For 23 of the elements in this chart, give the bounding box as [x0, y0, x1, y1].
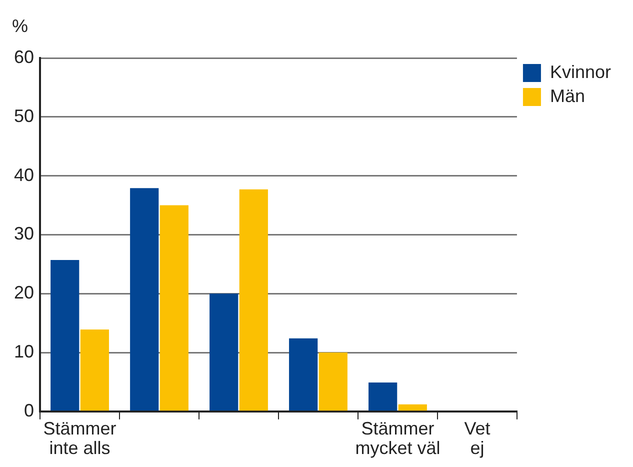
x-tick-label: Stämmer inte alls — [43, 418, 116, 458]
bar — [289, 338, 318, 411]
x-tick-label: Stämmer mycket väl — [355, 418, 440, 458]
bar — [50, 260, 80, 411]
bar — [398, 404, 427, 411]
y-tick-label: 60 — [14, 46, 34, 67]
legend-label: Män — [550, 86, 585, 106]
y-tick-label: 30 — [14, 224, 34, 244]
bar — [80, 330, 109, 411]
bar — [318, 352, 348, 411]
bar — [368, 382, 398, 411]
bar — [130, 188, 159, 411]
x-tick-label: Vet ej — [464, 418, 490, 458]
y-tick-label: 0 — [24, 400, 34, 420]
y-tick-label: 50 — [14, 106, 34, 126]
bar — [160, 205, 188, 411]
y-tick-label: 20 — [14, 282, 34, 303]
y-axis-title: % — [12, 16, 28, 36]
bar — [210, 294, 238, 411]
bar — [239, 189, 268, 411]
legend-label: Kvinnor — [550, 62, 612, 82]
y-tick-label: 40 — [14, 164, 34, 185]
y-tick-label: 10 — [14, 341, 34, 362]
